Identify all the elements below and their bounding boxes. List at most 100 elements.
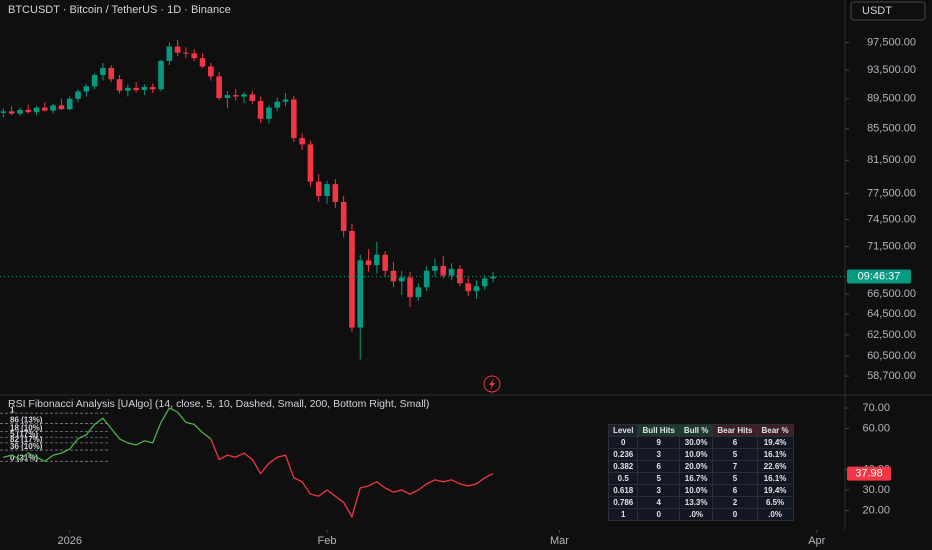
table-cell: 22.6% [756,460,794,473]
candle-body [149,87,156,90]
table-cell: 13.3% [678,496,714,509]
table-cell: 0.618 [607,484,639,497]
candle-body [216,76,222,99]
y-tick-label: 81,500.00 [867,154,916,166]
currency-label[interactable]: USDT [862,5,892,17]
table-cell: 16.7% [678,472,714,485]
alert-bolt [489,378,495,390]
candle-body [432,266,438,271]
candle-body [282,99,289,102]
table-cell: 0.236 [607,448,639,461]
x-tick-label: 2026 [57,535,81,547]
y-tick-label: 60,500.00 [867,350,916,362]
table-cell: 6.5% [756,496,794,509]
candle-body [8,111,15,114]
candle-body [17,109,23,114]
candle-body [166,46,173,61]
candle-body [58,105,65,110]
candle-body [332,184,339,202]
table-row: 0.382 6 20.0% 7 22.6% [607,460,794,473]
candle-body [465,283,471,292]
candle-body [199,58,206,67]
countdown: 09:46:37 [858,270,901,282]
fib-label: 18 (10%) [10,424,43,433]
table-header: Level Bull Hits Bull % Bear Hits Bear % [607,424,794,437]
rsi-tag [847,466,891,481]
table-cell: Bear Hits [712,424,758,437]
table-cell: 6 [712,436,758,449]
y-tick-label: 58,700.00 [867,370,916,382]
fib-label: 1 [10,405,15,414]
fib-label: 82 (17%) [10,435,43,444]
candle-body [50,105,56,111]
candle-body [440,266,447,276]
candle-body [423,270,430,288]
currency-button[interactable] [850,1,926,21]
fib-label: 5 (17%) [10,429,38,438]
rsi-line [3,407,212,463]
fib-label: 36 (10%) [10,442,43,451]
candle-body [324,184,330,196]
candle-body [457,268,463,284]
table-cell: 3 [637,448,680,461]
candle-body [382,254,388,271]
y-tick-label: 77,500.00 [867,187,916,199]
fib-label: 86 (13%) [10,416,43,425]
candle-body [374,254,380,266]
candle-body [25,109,32,113]
table-cell: Bull % [678,424,714,437]
table-cell: 0.382 [607,460,639,473]
table-row: 0.786 4 13.3% 2 6.5% [607,496,794,509]
x-tick-label: Feb [318,535,337,547]
table-cell: 9 [637,436,680,449]
table-cell: 0.786 [607,496,639,509]
table-cell: 5 [637,472,680,485]
candle-body [398,277,405,282]
candle-body [125,87,131,91]
y-tick-label: 85,500.00 [867,123,916,135]
candle-body [208,66,214,77]
alert-icon[interactable] [483,375,501,393]
candle-body [42,107,48,111]
candle-body [116,79,123,91]
symbol-title: BTCUSDT · Bitcoin / TetherUS · 1D · Bina… [8,4,231,16]
table-row: 0.618 3 10.0% 6 19.4% [607,484,794,497]
candle-body [349,230,355,328]
candle-body [415,287,422,298]
candle-body [241,94,247,97]
candle-body [390,270,397,282]
y-tick-label: 64,500.00 [867,308,916,320]
y-tick-label: 89,500.00 [867,93,916,105]
table-row: 0.236 3 10.0% 5 16.1% [607,448,794,461]
candle-body [0,111,7,113]
candle-body [365,260,372,266]
x-tick-label: Apr [808,535,825,547]
table-cell: Level [607,424,639,437]
table-cell: 1 [607,508,639,521]
candle-body [158,60,164,90]
price-tag [847,269,911,284]
y-tick-label: 93,500.00 [867,64,916,76]
candle-body [33,107,40,113]
table-cell: 6 [712,484,758,497]
candle-body [473,286,480,292]
fib-table: Level Bull Hits Bull % Bear Hits Bear % 0 9 30.… [607,424,794,521]
candle-body [108,67,115,80]
y-tick-label: 62,500.00 [867,329,916,341]
candle-body [174,46,181,53]
candle-body [83,86,90,92]
y-tick-label: 60.00 [862,422,890,434]
table-cell: 0 [637,508,680,521]
table-cell: 19.4% [756,484,794,497]
table-cell: 0 [712,508,758,521]
table-cell: 5 [712,472,758,485]
table-cell: 19.4% [756,436,794,449]
table-cell: .0% [756,508,794,521]
table-cell: 30.0% [678,436,714,449]
table-cell: .0% [678,508,714,521]
table-cell: 0 [607,436,639,449]
y-tick-label: 71,500.00 [867,240,916,252]
candle-body [191,53,198,59]
candle-body [100,67,106,75]
